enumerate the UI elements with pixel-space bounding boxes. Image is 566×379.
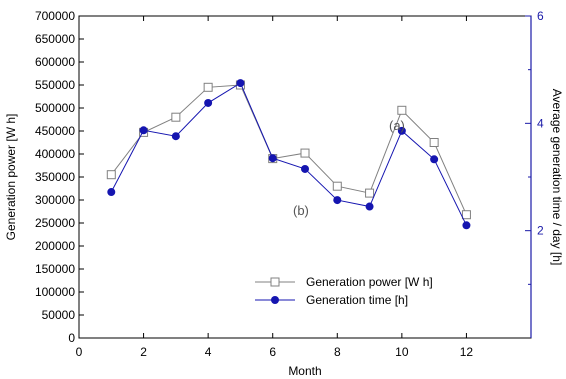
legend: Generation power [W h] Generation time [… (255, 275, 433, 307)
annotation-a: (a) (389, 118, 405, 133)
y-left-tick-label: 250000 (35, 216, 75, 230)
data-point-time (107, 188, 116, 197)
y-left-axis-title: Generation power [W h] (4, 114, 18, 241)
x-axis-ticks: 0 2 4 6 8 10 12 (76, 16, 474, 359)
y-left-tick-label: 700000 (35, 9, 75, 23)
y-left-tick-label: 100000 (35, 285, 75, 299)
y-left-tick-label: 450000 (35, 124, 75, 138)
series-line-time (110, 82, 467, 226)
data-point-power (203, 82, 213, 92)
data-point-power (332, 181, 342, 191)
y-left-tick-label: 500000 (35, 101, 75, 115)
data-point-time (462, 221, 471, 230)
y-right-tick-label: 6 (537, 9, 544, 23)
x-tick-label: 4 (205, 345, 212, 359)
x-tick-label: 10 (395, 345, 409, 359)
data-point-time (333, 196, 342, 205)
data-point-time (301, 164, 309, 173)
data-point-time (139, 126, 148, 135)
data-point-time (204, 98, 213, 107)
y-left-tick-label: 400000 (35, 147, 75, 161)
data-point-time (430, 155, 439, 164)
legend-label-time: Generation time [h] (306, 293, 408, 307)
data-point-power (300, 148, 310, 158)
data-point-time (268, 154, 277, 163)
y-left-tick-label: 350000 (35, 170, 75, 184)
y-left-tick-label: 50000 (42, 308, 76, 322)
y-left-tick-label: 200000 (35, 239, 75, 253)
data-point-time (236, 79, 245, 88)
x-tick-label: 6 (269, 345, 276, 359)
data-point-power (397, 105, 407, 115)
legend-marker-time (271, 296, 279, 304)
data-point-power (365, 188, 375, 198)
x-tick-label: 8 (334, 345, 341, 359)
data-point-time (171, 132, 180, 141)
plot-frame (78, 15, 532, 339)
data-point-power (171, 112, 181, 122)
y-left-tick-label: 650000 (35, 32, 75, 46)
data-point-power (429, 138, 439, 147)
y-right-tick-label: 4 (537, 116, 544, 130)
y-right-axis-ticks: 2 4 6 (525, 9, 544, 285)
y-left-tick-label: 0 (68, 331, 75, 345)
data-point-time (397, 126, 406, 135)
x-tick-label: 0 (76, 345, 83, 359)
legend-label-power: Generation power [W h] (306, 275, 433, 289)
data-point-power (106, 170, 116, 180)
x-tick-label: 2 (140, 345, 147, 359)
x-axis-title: Month (288, 364, 321, 378)
y-left-tick-label: 300000 (35, 193, 75, 207)
y-left-axis-ticks: 0 50000 100000 150000 200000 250000 300000 3500… (35, 9, 84, 345)
y-right-tick-label: 2 (537, 224, 544, 238)
series-line-power (110, 84, 467, 215)
annotation-b: (b) (293, 203, 309, 218)
x-tick-label: 12 (460, 345, 474, 359)
y-left-tick-label: 150000 (35, 262, 75, 276)
legend-marker-power (270, 277, 280, 287)
data-point-power (461, 210, 471, 220)
y-left-tick-label: 550000 (35, 78, 75, 92)
data-point-time (365, 202, 374, 211)
y-right-axis-title: Average generation time / day [h] (550, 89, 564, 266)
y-left-tick-label: 600000 (35, 55, 75, 69)
plot-area (78, 15, 532, 339)
series-layer (106, 79, 471, 230)
